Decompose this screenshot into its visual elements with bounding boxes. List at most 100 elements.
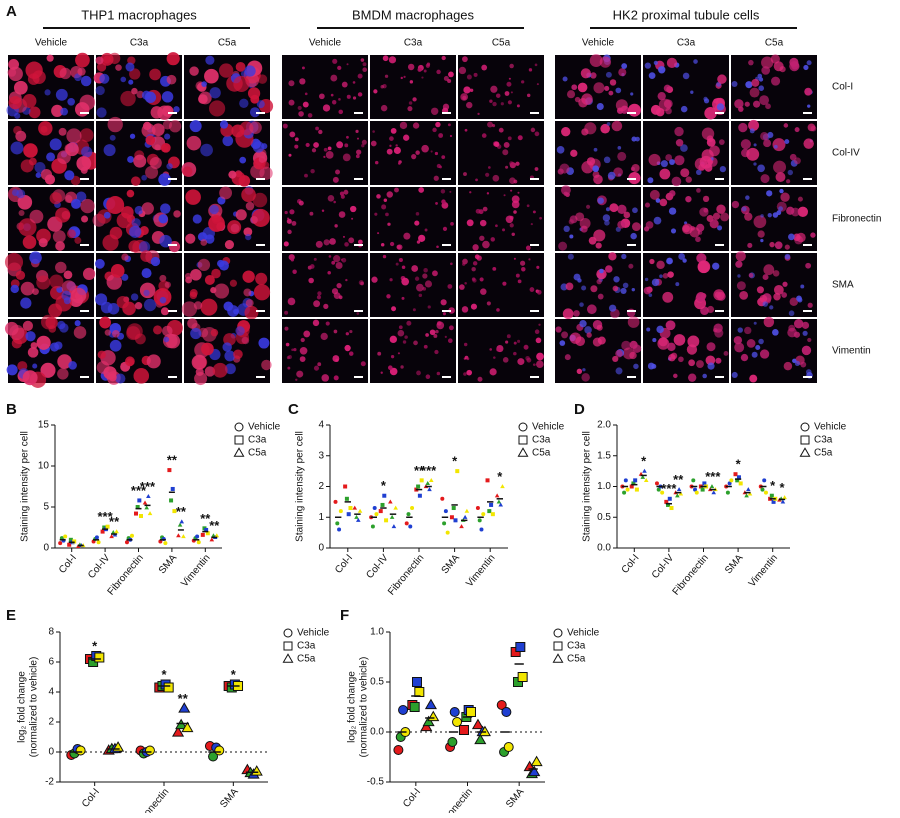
cell — [611, 120, 623, 132]
x-tick-label: Col-IV — [364, 552, 390, 581]
cell — [665, 154, 673, 161]
cell — [385, 212, 389, 217]
cell — [806, 60, 812, 66]
cell — [433, 334, 438, 338]
cell — [615, 367, 623, 375]
data-point — [109, 534, 114, 539]
cell — [741, 206, 747, 212]
cell — [125, 62, 135, 72]
cell — [621, 253, 627, 260]
cell — [52, 230, 66, 243]
cell — [510, 91, 513, 94]
cell — [482, 206, 488, 212]
data-point — [96, 540, 101, 545]
cell — [133, 368, 150, 384]
cell — [600, 123, 610, 134]
cell — [513, 351, 517, 356]
data-point — [398, 705, 409, 715]
cell — [563, 225, 570, 233]
cell — [570, 149, 578, 157]
cell — [496, 308, 500, 312]
cell — [509, 177, 516, 184]
cell — [738, 122, 748, 133]
cell — [622, 282, 629, 289]
cell — [613, 167, 623, 177]
cell — [449, 134, 453, 138]
data-point — [147, 511, 153, 516]
cell — [389, 335, 397, 344]
cell — [759, 294, 768, 303]
cell — [481, 64, 488, 71]
data-point — [176, 533, 181, 538]
legend-label: C5a — [532, 448, 551, 459]
cell — [463, 172, 467, 176]
cell — [432, 127, 437, 133]
cell — [609, 304, 617, 312]
cell — [187, 318, 198, 329]
cell — [255, 272, 268, 285]
data-point — [725, 490, 730, 495]
cell — [284, 210, 288, 215]
cell — [579, 217, 591, 229]
cell — [121, 273, 129, 281]
cell — [154, 144, 161, 151]
micrograph — [643, 187, 730, 251]
cell — [164, 133, 171, 140]
cell — [775, 172, 786, 183]
cell — [387, 222, 391, 226]
cell — [715, 357, 722, 364]
cell — [424, 280, 433, 288]
micrograph — [93, 52, 182, 121]
cell — [22, 94, 37, 108]
row-label: Vimentin — [832, 346, 871, 357]
cell — [386, 148, 393, 155]
cell — [513, 257, 516, 260]
cell — [577, 82, 588, 93]
cell — [807, 302, 813, 308]
cell — [653, 216, 662, 225]
cell — [107, 116, 123, 133]
cell — [287, 366, 291, 370]
cell — [120, 90, 136, 107]
cell — [390, 355, 395, 359]
data-point — [654, 481, 659, 486]
cell — [648, 153, 661, 166]
cell — [593, 229, 606, 242]
cell — [335, 169, 341, 175]
cell — [71, 198, 82, 209]
cell — [620, 287, 627, 294]
cell — [23, 143, 38, 158]
legend-label: Vehicle — [567, 628, 600, 639]
cell — [159, 296, 167, 304]
cell — [302, 101, 309, 108]
cell — [417, 67, 422, 72]
cell — [766, 190, 773, 197]
cell — [521, 266, 526, 272]
cell — [416, 283, 424, 292]
cell — [525, 245, 531, 251]
cell — [703, 207, 709, 213]
cell — [66, 128, 82, 144]
cell — [49, 192, 62, 205]
significance: * — [231, 667, 237, 682]
cell — [38, 238, 48, 248]
cell — [447, 123, 451, 127]
data-point — [490, 512, 495, 517]
cell — [32, 288, 39, 296]
cell — [46, 152, 56, 162]
cell — [331, 288, 339, 295]
cell — [748, 119, 760, 131]
legend-marker — [283, 628, 293, 638]
significance: ** — [414, 463, 425, 478]
cell — [384, 74, 389, 78]
cell — [763, 139, 772, 148]
cell — [304, 92, 308, 96]
cell — [615, 99, 628, 112]
cell — [57, 354, 72, 369]
cell — [621, 63, 628, 69]
micrograph — [184, 318, 272, 386]
cell — [606, 122, 611, 126]
cell — [773, 293, 781, 301]
cell — [771, 76, 781, 86]
